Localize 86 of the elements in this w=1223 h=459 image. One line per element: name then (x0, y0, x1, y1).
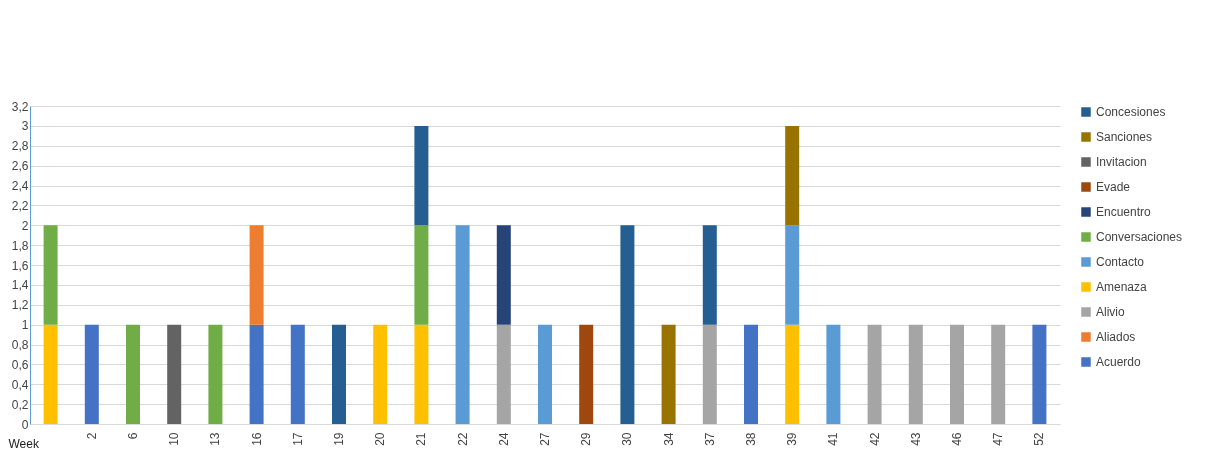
bar (332, 324, 346, 424)
x-tick-label: 41 (826, 432, 841, 446)
legend-label: Amenaza (1096, 280, 1148, 294)
x-tick-label: 47 (991, 432, 1006, 446)
x-tick-label: 24 (496, 432, 511, 446)
bar (414, 125, 429, 226)
legend-label: Evade (1096, 180, 1131, 194)
x-tick-label: 37 (702, 432, 717, 446)
bar (702, 225, 717, 325)
x-tick-label: 29 (579, 432, 594, 446)
bar (208, 324, 223, 424)
bar (908, 324, 923, 424)
bar (43, 225, 58, 325)
bar (455, 225, 470, 424)
x-tick-label: 13 (208, 432, 223, 446)
bar (167, 324, 182, 424)
x-tick-label: 10 (167, 432, 182, 446)
x-tick-label: 43 (908, 432, 923, 446)
x-tick-label: 21 (414, 432, 429, 446)
x-tick-label: 42 (867, 432, 882, 446)
legend-label: Sanciones (1096, 130, 1153, 144)
x-tick-label: 6 (126, 432, 140, 440)
y-tick-label: 3 (21, 119, 29, 134)
bar (702, 324, 717, 424)
x-tick-label: 30 (620, 432, 635, 446)
bar (414, 324, 429, 424)
y-tick-label: 0 (21, 417, 29, 432)
x-tick-label: 20 (373, 432, 388, 446)
bar (538, 324, 552, 424)
bar (785, 125, 800, 226)
x-tick-label: 17 (290, 432, 305, 446)
bar (579, 324, 594, 424)
y-tick-label: 0,8 (11, 338, 29, 352)
bar (744, 324, 758, 424)
legend-label: Alivio (1096, 305, 1125, 319)
bar (785, 324, 800, 424)
y-tick-label: 1,8 (11, 238, 29, 253)
x-tick-label: 16 (249, 432, 264, 446)
y-tick-label: 1,4 (11, 278, 29, 293)
y-tick-label: 0,6 (11, 357, 29, 372)
legend-label: Contacto (1096, 255, 1145, 269)
bar (126, 324, 140, 424)
y-tick-label: 0,4 (11, 377, 29, 392)
bar (249, 225, 264, 325)
y-tick-label: 2 (21, 218, 29, 233)
x-axis-title: Week (8, 436, 40, 451)
x-tick-label: 34 (661, 432, 676, 446)
y-tick-label: 2,4 (11, 179, 29, 193)
x-tick-label: 39 (785, 432, 800, 446)
legend-label: Concesiones (1096, 105, 1166, 119)
bar (620, 225, 635, 424)
bar (867, 324, 882, 424)
x-tick-label: 27 (538, 432, 552, 446)
bar (43, 324, 58, 424)
bar (290, 324, 305, 424)
legend-label: Invitacion (1096, 155, 1147, 169)
y-tick-label: 0,2 (11, 397, 29, 412)
bar (414, 225, 429, 325)
bar (826, 324, 841, 424)
bar (373, 324, 388, 424)
y-tick-label: 3,2 (11, 99, 29, 114)
bar (496, 324, 511, 424)
y-tick-label: 2,2 (11, 198, 29, 213)
bar (991, 324, 1006, 424)
bar (661, 324, 676, 424)
legend-label: Aliados (1096, 330, 1136, 344)
bar (84, 324, 99, 424)
y-tick-label: 2,8 (11, 139, 29, 154)
legend-label: Conversaciones (1096, 230, 1183, 244)
x-tick-label: 46 (950, 432, 964, 446)
bar (1032, 324, 1047, 424)
y-tick-label: 2,6 (11, 159, 29, 174)
legend-label: Acuerdo (1096, 355, 1142, 369)
bar (249, 324, 264, 424)
x-tick-label: 52 (1032, 432, 1047, 446)
x-tick-label: 22 (455, 432, 470, 446)
y-tick-label: 1 (21, 318, 29, 333)
x-tick-label: 19 (332, 432, 346, 446)
legend-label: Encuentro (1096, 205, 1152, 219)
bar (785, 225, 800, 325)
y-tick-label: 1,2 (11, 298, 29, 313)
x-tick-label: 2 (84, 432, 99, 440)
bar (950, 324, 964, 424)
bar (496, 225, 511, 325)
x-tick-label: 38 (744, 432, 758, 446)
y-tick-label: 1,6 (11, 258, 29, 273)
